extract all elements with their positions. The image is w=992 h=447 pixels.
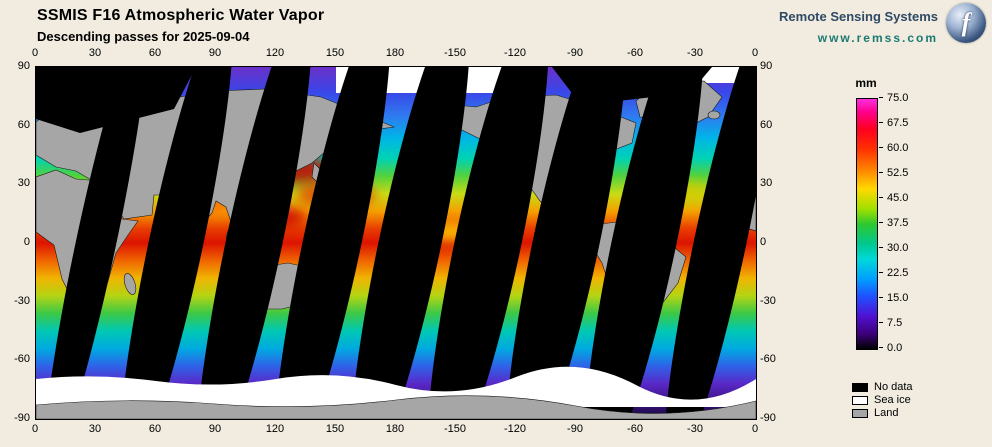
lat-axis-right: 90 60 30 0 -30 -60 -90 (760, 37, 786, 447)
colorbar-tick-label: 0.0 (879, 335, 908, 360)
lat-tick-label: 60 (17, 118, 30, 131)
colorbar-tick-label: 7.5 (879, 310, 908, 335)
lon-tick-label: 30 (88, 47, 102, 59)
lon-tick-label: 0 (751, 47, 759, 59)
lat-tick-label: 60 (760, 118, 773, 131)
lat-tick-label: -60 (760, 353, 776, 366)
lat-tick-label: -90 (14, 411, 30, 424)
colorbar-tick-label: 37.5 (879, 210, 908, 235)
lon-tick-label: 180 (385, 47, 405, 59)
lon-tick-label: 30 (88, 423, 102, 435)
lat-tick-label: 30 (17, 177, 30, 190)
lon-tick-label: -90 (567, 423, 583, 435)
lat-tick-label: 30 (760, 177, 773, 190)
page-title: SSMIS F16 Atmospheric Water Vapor (37, 7, 325, 24)
lon-tick-label: -150 (443, 47, 467, 59)
lon-tick-label: 0 (31, 423, 39, 435)
lat-tick-label: -90 (760, 411, 776, 424)
lon-tick-label: -150 (443, 423, 467, 435)
brand-url-link[interactable]: www.remss.com (817, 31, 938, 45)
land-label: Land (874, 407, 899, 419)
sea-ice-swatch (852, 395, 868, 405)
colorbar-tick-label: 60.0 (879, 135, 908, 160)
lat-tick-label: -30 (14, 294, 30, 307)
lon-tick-label: 180 (385, 423, 405, 435)
legend-row-land: Land (852, 407, 913, 419)
land-swatch (852, 408, 868, 418)
lat-tick-label: -60 (14, 353, 30, 366)
lon-tick-label: -60 (627, 423, 643, 435)
lon-tick-label: 150 (325, 423, 345, 435)
lon-tick-label: 60 (148, 47, 162, 59)
branding-block: Remote Sensing Systems www.remss.com f (779, 3, 986, 45)
map-legend: No data Sea ice Land (852, 381, 913, 420)
colorbar-unit: mm (855, 76, 877, 90)
lon-tick-label: 60 (148, 423, 162, 435)
lon-tick-label: 90 (208, 423, 222, 435)
lon-tick-label: -90 (567, 47, 583, 59)
colorbar-tick-label: 15.0 (879, 285, 908, 310)
lon-tick-label: -120 (503, 47, 527, 59)
branding-text: Remote Sensing Systems www.remss.com (779, 3, 938, 45)
sea-ice-label: Sea ice (874, 394, 911, 406)
lon-tick-label: -30 (687, 47, 703, 59)
lat-tick-label: 90 (760, 60, 773, 73)
lat-axis-left: 90 60 30 0 -30 -60 -90 (4, 37, 30, 447)
lon-tick-label: 0 (751, 423, 759, 435)
lon-tick-label: -120 (503, 423, 527, 435)
page-subtitle: Descending passes for 2025-09-04 (37, 29, 250, 44)
lon-tick-label: 0 (31, 47, 39, 59)
no-data-label: No data (874, 381, 913, 393)
lat-tick-label: 90 (17, 60, 30, 73)
world-map (35, 66, 757, 420)
lon-axis-top: 0 30 60 90 120 150 180 -150 -120 -90 -60 -30 0 (5, 47, 785, 59)
lon-tick-label: -60 (627, 47, 643, 59)
brand-name: Remote Sensing Systems (779, 9, 938, 24)
lon-tick-label: 150 (325, 47, 345, 59)
lon-tick-label: 90 (208, 47, 222, 59)
lat-tick-label: 0 (23, 236, 30, 249)
lon-tick-label: 120 (265, 423, 285, 435)
lat-tick-label: 0 (760, 236, 767, 249)
colorbar-tick-label: 67.5 (879, 110, 908, 135)
colorbar (856, 98, 878, 350)
globe-logo-letter: f (961, 8, 971, 37)
no-data-swatch (852, 382, 868, 392)
lon-tick-label: -30 (687, 423, 703, 435)
legend-row-no-data: No data (852, 381, 913, 393)
legend-row-sea-ice: Sea ice (852, 394, 913, 406)
lon-axis-bottom: 0 30 60 90 120 150 180 -150 -120 -90 -60 -30 0 (5, 423, 785, 435)
colorbar-tick-label: 22.5 (879, 260, 908, 285)
lon-tick-label: 120 (265, 47, 285, 59)
world-map-svg (36, 67, 756, 419)
colorbar-tick-label: 45.0 (879, 185, 908, 210)
colorbar-tick-label: 30.0 (879, 235, 908, 260)
colorbar-tick-labels: 75.0 67.5 60.0 52.5 45.0 37.5 30.0 22.5 15.0 7.5 0… (879, 85, 908, 360)
colorbar-tick-label: 75.0 (879, 85, 908, 110)
lat-tick-label: -30 (760, 294, 776, 307)
colorbar-tick-label: 52.5 (879, 160, 908, 185)
globe-logo-icon[interactable]: f (946, 3, 986, 43)
